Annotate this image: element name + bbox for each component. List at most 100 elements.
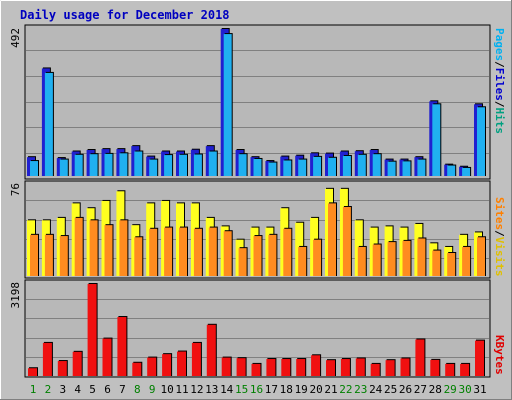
files-bar	[387, 161, 396, 176]
sites-bar	[223, 231, 232, 276]
kbytes-bar	[385, 360, 395, 376]
files-bar	[104, 153, 113, 176]
x-tick-label: 11	[175, 383, 188, 396]
sites-bar	[432, 250, 441, 276]
kbytes-bar	[236, 358, 246, 376]
x-tick-label: 9	[149, 383, 156, 396]
files-bar	[372, 154, 381, 176]
sites-bar	[268, 234, 277, 276]
x-tick-label: 3	[59, 383, 66, 396]
kbytes-bar	[355, 358, 365, 376]
bars-layer	[27, 28, 486, 376]
sites-bar	[119, 220, 128, 276]
x-tick-label: 22	[339, 383, 352, 396]
kbytes-bar	[445, 363, 455, 376]
files-bar	[59, 159, 68, 176]
kbytes-bar	[28, 368, 37, 376]
sites-bar	[357, 246, 366, 276]
kbytes-bar	[87, 284, 97, 376]
x-tick-label: 12	[190, 383, 203, 396]
kbytes-bar	[415, 339, 425, 376]
files-bar	[357, 154, 366, 176]
sites-bar	[387, 242, 396, 276]
kbytes-bar	[206, 324, 216, 376]
y-max-label-kbytes: 3198	[9, 282, 22, 309]
files-bar	[283, 160, 292, 176]
sites-bar	[44, 234, 53, 276]
sites-bar	[89, 220, 98, 276]
files-bar	[328, 157, 336, 176]
sites-bar	[477, 237, 485, 276]
kbytes-bar	[296, 359, 306, 376]
kbytes-bar	[430, 359, 440, 376]
files-bar	[477, 107, 485, 176]
x-tick-label: 4	[74, 383, 81, 396]
kbytes-bar	[191, 342, 201, 376]
sites-bar	[30, 234, 38, 276]
x-tick-label: 1	[30, 383, 37, 396]
pages-legend: Pages	[493, 28, 506, 61]
x-tick-label: 29	[444, 383, 457, 396]
x-tick-label: 24	[369, 383, 383, 396]
sites-bar	[402, 240, 411, 276]
files-bar	[268, 162, 277, 176]
kbytes-bar	[266, 359, 276, 376]
sites-bar	[164, 227, 173, 276]
files-bar	[149, 159, 158, 176]
x-tick-label: 28	[429, 383, 442, 396]
sites-bar	[253, 236, 262, 276]
hits-side-label: Pages/Files/Hits	[493, 28, 506, 134]
sites-bar	[238, 248, 247, 276]
files-legend: Files	[493, 68, 506, 101]
kbytes-bar	[57, 361, 67, 376]
kbytes-bar	[340, 359, 350, 376]
visits-side-label: Sites/Visits	[493, 197, 506, 277]
kbytes-bar	[460, 363, 470, 376]
x-axis-labels: 1 2 3 4 5 6 7 8 9 10 11 12 13 14 15 16 17 18 19 20 21 22 23 24 2…	[30, 383, 487, 396]
x-tick-label: 27	[414, 383, 427, 396]
kbytes-bar	[400, 358, 410, 376]
x-tick-label: 25	[384, 383, 397, 396]
files-bar	[74, 154, 83, 176]
files-bar	[208, 151, 217, 176]
x-tick-label: 21	[324, 383, 337, 396]
sites-bar	[283, 228, 292, 276]
x-tick-label: 31	[473, 383, 486, 396]
files-bar	[30, 161, 38, 176]
sites-bar	[193, 228, 202, 276]
files-bar	[298, 159, 307, 176]
visits-legend: Visits	[493, 237, 506, 277]
x-tick-label: 20	[309, 383, 322, 396]
sites-bar	[342, 207, 351, 276]
sites-bar	[149, 228, 158, 276]
files-bar	[462, 167, 471, 176]
kbytes-bar	[221, 357, 231, 376]
files-bar	[164, 155, 173, 176]
sites-bar	[372, 244, 381, 276]
sites-bar	[74, 217, 83, 276]
x-tick-label: 17	[265, 383, 278, 396]
x-tick-label: 14	[220, 383, 234, 396]
kbytes-legend: KBytes	[493, 335, 506, 375]
files-bar	[44, 72, 53, 176]
sites-bar	[313, 239, 322, 276]
sites-bar	[417, 238, 426, 276]
kbytes-bar	[42, 342, 52, 376]
kbytes-bar	[251, 363, 261, 376]
x-tick-label: 6	[104, 383, 111, 396]
x-tick-label: 5	[89, 383, 96, 396]
files-bar	[432, 104, 441, 176]
files-bar	[223, 34, 232, 176]
sites-bar	[328, 203, 336, 276]
kbytes-bar	[177, 351, 186, 376]
files-bar	[238, 154, 247, 176]
y-max-label-hits: 492	[9, 28, 22, 48]
sites-bar	[447, 253, 456, 276]
sites-bar	[59, 236, 68, 276]
kbytes-bar	[281, 359, 291, 376]
files-bar	[313, 156, 322, 176]
files-bar	[402, 161, 411, 176]
kbytes-bar	[475, 340, 484, 376]
files-bar	[193, 154, 202, 176]
